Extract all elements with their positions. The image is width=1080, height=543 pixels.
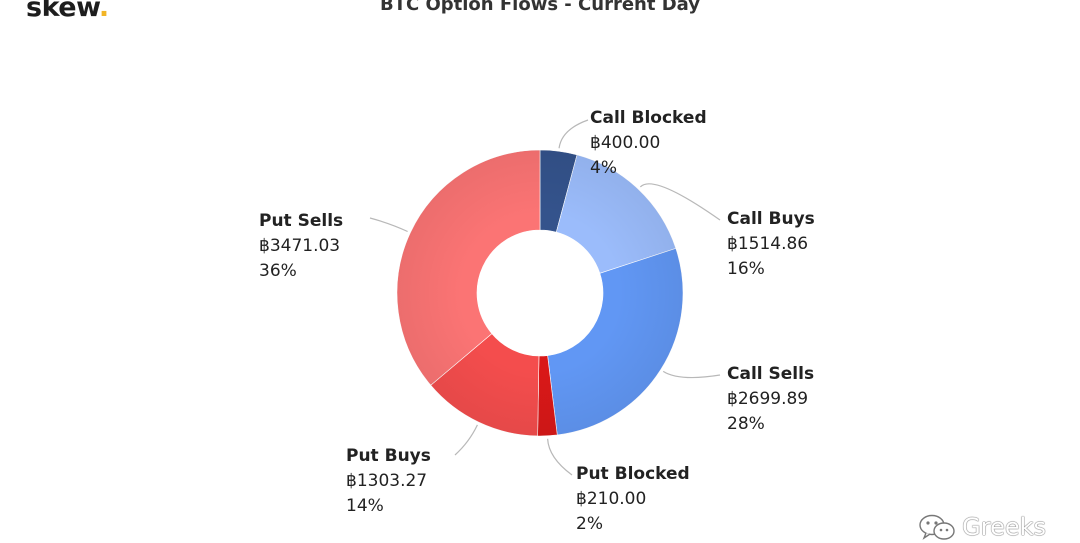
slice-value: ฿400.00 (590, 133, 661, 153)
chart-title: BTC Option Flows - Current Day (379, 0, 700, 15)
slice-name: Put Sells (259, 211, 344, 231)
slice-name: Call Buys (727, 209, 815, 229)
skew-logo: skew. (26, 0, 109, 23)
leader-line-call-blocked (558, 119, 589, 149)
slice-label-put-buys: Put Buys ฿1303.27 14% (346, 444, 431, 519)
leader-lines (369, 119, 721, 476)
wechat-icon (919, 514, 955, 540)
donut-slices (396, 149, 684, 437)
slice-name: Call Sells (727, 364, 815, 384)
slice-label-call-blocked: Call Blocked ฿400.00 4% (590, 106, 707, 181)
leader-line-call-buys (639, 183, 721, 221)
leader-line-call-sells (662, 370, 721, 379)
slice-percent: 16% (727, 259, 765, 279)
leader-line-put-sells (369, 217, 408, 233)
slice-percent: 36% (259, 261, 297, 281)
slice-percent: 2% (576, 514, 603, 534)
slice-value: ฿3471.03 (259, 236, 341, 256)
slice-value: ฿1514.86 (727, 234, 809, 254)
slice-name: Call Blocked (590, 108, 707, 128)
slice-name: Put Blocked (576, 464, 690, 484)
slice-call-sells[interactable] (547, 247, 684, 436)
slice-percent: 14% (346, 496, 384, 516)
slice-put-sells[interactable] (396, 149, 541, 386)
watermark-text: Greeks (962, 513, 1046, 541)
slice-label-put-blocked: Put Blocked ฿210.00 2% (576, 462, 690, 537)
slice-value: ฿2699.89 (727, 389, 809, 409)
slice-label-put-sells: Put Sells ฿3471.03 36% (259, 209, 343, 284)
slice-label-call-buys: Call Buys ฿1514.86 16% (727, 207, 815, 282)
watermark: Greeks (918, 513, 1046, 541)
logo-dot: . (98, 0, 109, 23)
slice-percent: 4% (590, 158, 617, 178)
logo-text: skew (26, 0, 99, 23)
slice-value: ฿1303.27 (346, 471, 428, 491)
slice-label-call-sells: Call Sells ฿2699.89 28% (727, 362, 814, 437)
slice-value: ฿210.00 (576, 489, 647, 509)
slice-name: Put Buys (346, 446, 431, 466)
slice-percent: 28% (727, 414, 765, 434)
leader-line-put-blocked (547, 438, 573, 476)
leader-line-put-buys (454, 424, 478, 456)
